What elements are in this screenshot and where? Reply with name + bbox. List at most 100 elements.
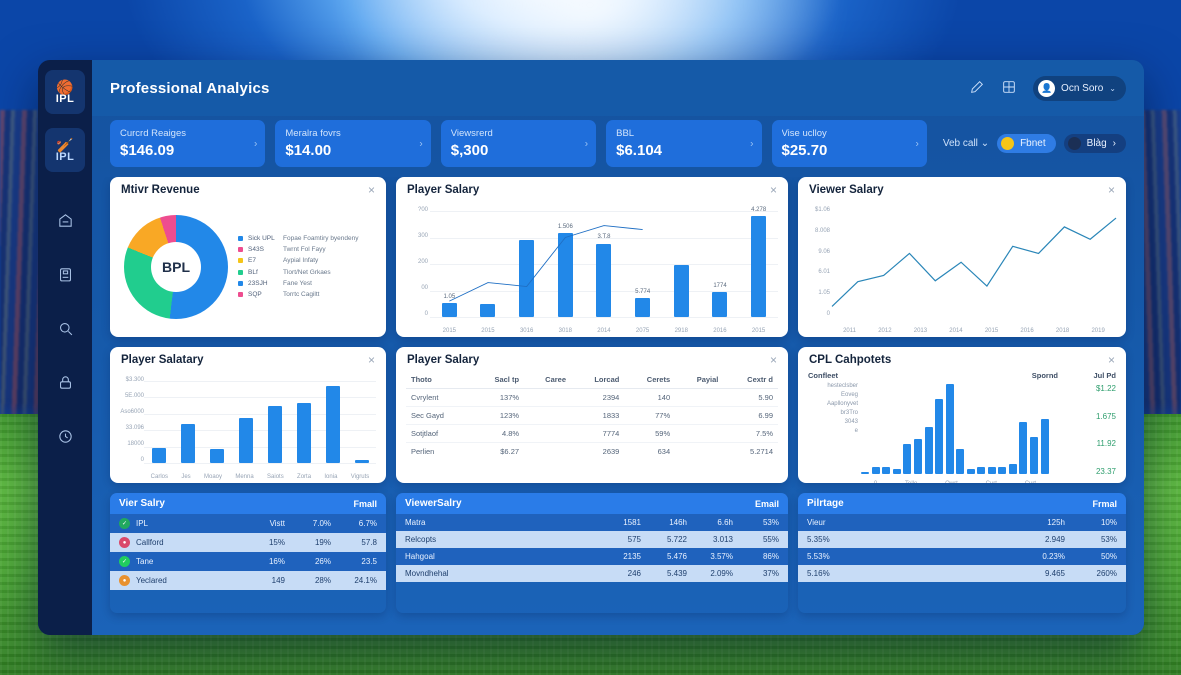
- sidebar: 🏀 IPL 🏏 IPL: [38, 60, 92, 635]
- table-row[interactable]: Hahgoal 2135 5.476 3.57% 86%: [396, 548, 788, 565]
- sidebar-item-search[interactable]: [48, 314, 82, 348]
- line-plot: [832, 211, 1116, 317]
- table-row[interactable]: Vieur 125h 10%: [798, 514, 1126, 531]
- x-tick: 2015: [481, 328, 495, 334]
- x-tick: 2918: [674, 328, 688, 334]
- row-label: IPL: [136, 519, 149, 528]
- table-row[interactable]: Movndhehal 246 5.439 2.09% 37%: [396, 565, 788, 582]
- table-row[interactable]: 5.35% 2.949 53%: [798, 531, 1126, 548]
- legend-key: BLf: [248, 268, 258, 276]
- table-row[interactable]: ● Yeclared 149 28% 24.1%: [110, 571, 386, 590]
- donut-legend: Sick UPL Fopae Foamtiry byendeny S43S Twrn…: [228, 235, 378, 299]
- sidebar-logo-primary[interactable]: 🏀 IPL: [45, 70, 85, 114]
- close-icon[interactable]: ×: [367, 353, 375, 367]
- user-menu[interactable]: 👤 Ocn Soro ⌄: [1033, 75, 1126, 101]
- kpi-card-0[interactable]: Curcrd Reaiges $146.09 ›: [110, 120, 266, 167]
- y-tick: 8.008: [814, 227, 830, 234]
- x-tick: 2014: [597, 328, 611, 334]
- y-tick: 5E.000: [124, 393, 144, 399]
- table-row[interactable]: ✓ Tane 16% 26% 23.5: [110, 552, 386, 571]
- panel-row-2: Player Salatary × $3.300 5E.000 Aso6000 33.…: [110, 347, 1126, 483]
- sidebar-logo-secondary[interactable]: 🏏 IPL: [45, 128, 85, 172]
- legend-key: S43S: [248, 246, 264, 254]
- bar: [441, 303, 457, 317]
- row-label: Hahgoal: [405, 552, 435, 561]
- close-icon[interactable]: ×: [769, 183, 777, 197]
- filter-controls: Veb call ⌄ Fbnet Blàg ›: [943, 134, 1127, 153]
- table-row[interactable]: Relcopts 575 5.722 3.013 55%: [396, 531, 788, 548]
- filter-pill-primary[interactable]: Fbnet: [997, 134, 1056, 153]
- panel-row-3: Vier Salry Fmall ✓ IPL Vistt 7.0% 6.7% ● Callfor…: [110, 493, 1126, 613]
- table-row: Cvrylent 137% 2394 140 5.90: [406, 388, 778, 407]
- table-row[interactable]: Matra 1581 146h 6.6h 53%: [396, 514, 788, 531]
- data-label: 3.T.8: [597, 234, 611, 241]
- cricket-player-icon: 🏏: [56, 136, 74, 153]
- table-row[interactable]: ✓ IPL Vistt 7.0% 6.7%: [110, 514, 386, 533]
- row-label: Matra: [405, 518, 426, 527]
- close-icon[interactable]: ×: [1107, 353, 1115, 367]
- table-row[interactable]: 5.53% 0.23% 50%: [798, 548, 1126, 565]
- chevron-down-icon: ⌄: [980, 138, 990, 149]
- grid-icon[interactable]: [1001, 79, 1019, 97]
- table-cell: [675, 443, 723, 461]
- close-icon[interactable]: ×: [1107, 183, 1115, 197]
- table-header: Pilrtage Frmal: [798, 493, 1126, 514]
- sidebar-item-history[interactable]: [48, 422, 82, 456]
- card-body: ?00 300 200 00 0 1.05 1.506 3.T.8 5.774 1774 4.27…: [396, 201, 788, 337]
- legend-text: Tlort/Net Grkaes: [283, 268, 331, 276]
- table-cell: [524, 406, 572, 425]
- cpl-histogram-area: hesteclsber Eoveg Aapllonyvet br3Tro 3043 e 0…: [806, 382, 1054, 483]
- legend-item: SQP Torrtc Cagiltt: [238, 291, 378, 299]
- table-column-header: Cerets: [624, 371, 676, 389]
- chevron-right-icon: ›: [419, 138, 423, 149]
- pencil-icon[interactable]: [969, 79, 987, 97]
- table-cell: 9.465: [1044, 569, 1065, 578]
- kpi-card-1[interactable]: Meralra fovrs $14.00 ›: [275, 120, 431, 167]
- close-icon[interactable]: ×: [769, 353, 777, 367]
- table-cell: 16%: [268, 557, 285, 566]
- card-header: CPL Cahpotets ×: [798, 347, 1126, 371]
- table-title: Vier Salry: [119, 498, 165, 509]
- player-salary-table-card: Player Salary × Thoto Sacl tp Caree Lorcad C…: [396, 347, 788, 483]
- cpl-value: 23.37: [1095, 466, 1116, 476]
- table-column-header: Payial: [675, 371, 724, 389]
- card-header: Viewer Salary ×: [798, 177, 1126, 201]
- bar: [935, 399, 944, 474]
- table-row[interactable]: ● Callford 15% 19% 57.8: [110, 533, 386, 552]
- table-cell: 5.722: [666, 535, 687, 544]
- table-title: ViewerSalry: [405, 498, 462, 509]
- table-row[interactable]: 5.16% 9.465 260%: [798, 565, 1126, 582]
- table-cell: 0.23%: [1042, 552, 1065, 561]
- kpi-card-4[interactable]: Vise uclloy $25.70 ›: [771, 120, 927, 167]
- cpl-col-right: Jul Pd: [1093, 371, 1116, 380]
- x-tick: 0: [874, 481, 877, 483]
- kpi-card-3[interactable]: BBL $6.104 ›: [606, 120, 762, 167]
- kpi-label: Viewsrerd: [450, 128, 493, 139]
- card-header: Player Salatary ×: [110, 347, 386, 371]
- filter-dropdown[interactable]: Veb call ⌄: [943, 138, 989, 149]
- table-cell: [524, 443, 571, 461]
- legend-text: Torrtc Cagiltt: [283, 290, 320, 298]
- bar: [945, 384, 954, 474]
- close-icon[interactable]: ×: [367, 183, 375, 197]
- sidebar-item-reports[interactable]: [48, 260, 82, 294]
- card-title: Player Salary: [407, 354, 480, 366]
- table-cell: 6.7%: [358, 519, 377, 528]
- player-salary-combo-card: Player Salary × ?00 300 200 00 0 1.05 1.506 3.…: [396, 177, 788, 337]
- filter-pill-secondary[interactable]: Blàg ›: [1063, 134, 1127, 153]
- table-header-row: Thoto Sacl tp Caree Lorcad Cerets Payial Cextr…: [406, 371, 778, 389]
- sidebar-item-secure[interactable]: [48, 368, 82, 402]
- row-label: 5.16%: [807, 569, 830, 578]
- y-tick: ?00: [417, 207, 428, 213]
- kpi-card-2[interactable]: Viewsrerd $,300 ›: [440, 120, 597, 167]
- table-cell: 5.476: [666, 552, 687, 561]
- table-cell: 37%: [762, 569, 779, 578]
- table-cell: Sec Gayd: [406, 406, 472, 425]
- bar: [1019, 421, 1028, 474]
- y-tick: $1.06: [814, 207, 830, 213]
- bar: [892, 469, 901, 474]
- table-cell: 575: [627, 535, 641, 544]
- sidebar-item-home[interactable]: [48, 206, 82, 240]
- table-cell: 2639: [602, 447, 620, 456]
- data-label: 1.05: [443, 294, 456, 301]
